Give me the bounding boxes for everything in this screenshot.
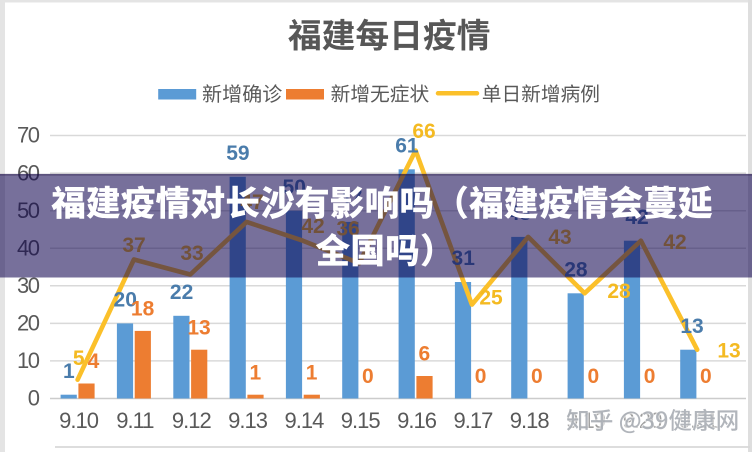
svg-text:20: 20 [17, 311, 40, 336]
svg-text:20: 20 [114, 289, 137, 312]
svg-text:9.15: 9.15 [341, 408, 381, 433]
svg-text:0: 0 [700, 365, 712, 388]
svg-text:70: 70 [17, 123, 40, 148]
svg-text:1: 1 [63, 360, 75, 383]
svg-text:9.16: 9.16 [397, 408, 437, 433]
svg-text:9.14: 9.14 [284, 408, 324, 433]
svg-text:0: 0 [644, 365, 656, 388]
svg-text:0: 0 [531, 365, 543, 388]
svg-text:18: 18 [131, 298, 155, 321]
svg-text:9.12: 9.12 [172, 408, 212, 433]
svg-text:22: 22 [170, 281, 193, 304]
svg-text:4: 4 [88, 350, 100, 373]
svg-text:1: 1 [306, 361, 318, 384]
svg-text:0: 0 [28, 386, 40, 411]
svg-text:13: 13 [680, 315, 703, 338]
svg-text:5: 5 [73, 347, 85, 370]
svg-text:9.13: 9.13 [228, 408, 268, 433]
svg-text:9.18: 9.18 [510, 408, 550, 433]
svg-text:10: 10 [17, 348, 40, 373]
svg-text:1: 1 [249, 361, 261, 384]
svg-text:25: 25 [479, 287, 503, 310]
svg-text:9.17: 9.17 [453, 408, 493, 433]
svg-text:28: 28 [607, 280, 631, 303]
svg-text:13: 13 [717, 340, 740, 363]
svg-text:66: 66 [412, 120, 435, 143]
svg-text:6: 6 [418, 343, 430, 366]
svg-text:9.11: 9.11 [116, 408, 154, 433]
svg-text:9.10: 9.10 [59, 408, 99, 433]
svg-text:0: 0 [587, 365, 599, 388]
svg-text:59: 59 [226, 142, 249, 165]
svg-text:61: 61 [395, 135, 419, 158]
svg-text:0: 0 [362, 365, 374, 388]
svg-text:13: 13 [187, 316, 210, 339]
svg-text:0: 0 [475, 365, 487, 388]
